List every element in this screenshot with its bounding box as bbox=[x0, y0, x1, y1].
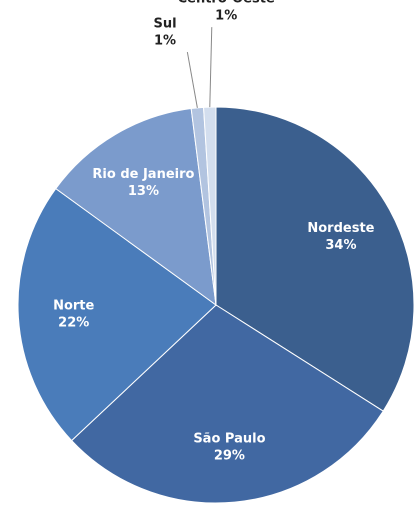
slice-label: Sul bbox=[153, 17, 176, 32]
slice-value-label: 22% bbox=[58, 315, 89, 330]
leader-line bbox=[186, 51, 198, 108]
slice-value-label: 1% bbox=[154, 34, 176, 49]
slice-label: São Paulo bbox=[193, 431, 265, 446]
slice-label: Rio de Janeiro bbox=[92, 167, 194, 182]
slice-label: Norte bbox=[53, 298, 94, 313]
pie-slice bbox=[215, 106, 414, 412]
leader-line bbox=[209, 27, 213, 108]
pie-slice bbox=[70, 304, 384, 504]
pie-slice bbox=[55, 108, 217, 307]
slice-label: Centro-Oeste bbox=[178, 0, 275, 7]
slice-label: Nordeste bbox=[307, 221, 374, 236]
slice-value-label: 13% bbox=[128, 184, 159, 199]
pie-slice bbox=[203, 106, 217, 306]
pie-slice bbox=[17, 187, 217, 442]
slice-value-label: 29% bbox=[214, 448, 245, 463]
slice-value-label: 34% bbox=[325, 238, 356, 253]
slice-value-label: 1% bbox=[215, 9, 237, 24]
